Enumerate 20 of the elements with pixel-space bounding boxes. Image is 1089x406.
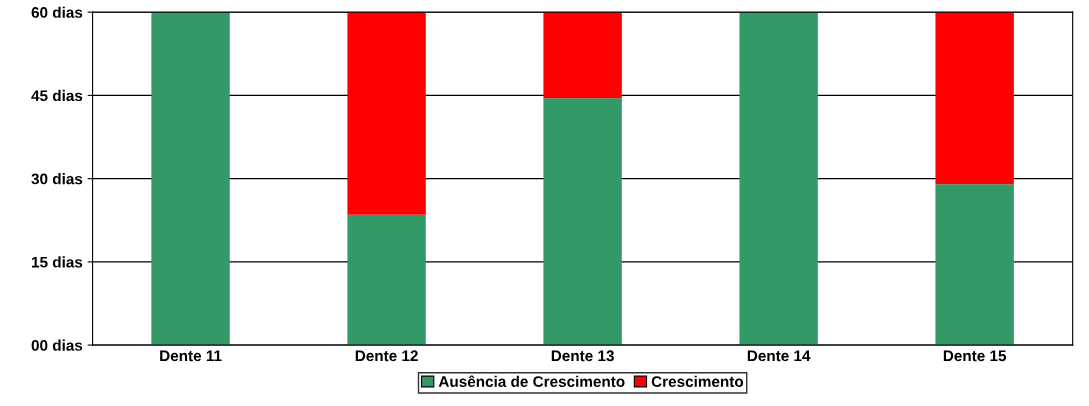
bar (543, 98, 622, 346)
y-tick-label: 00 dias (31, 339, 83, 351)
x-tick-label: Dente 12 (355, 350, 418, 362)
bar (935, 12, 1014, 185)
x-tick-label: Dente 13 (551, 350, 614, 362)
y-tick-label: 60 dias (31, 6, 83, 18)
bar (347, 12, 426, 215)
bar (739, 12, 818, 346)
bar (151, 12, 230, 346)
y-tick-label: 15 dias (32, 256, 83, 268)
x-tick-label: Dente 15 (943, 350, 1007, 362)
legend-label: Crescimento (651, 375, 744, 387)
x-tick-label: Dente 11 (160, 350, 222, 362)
bar (543, 12, 622, 99)
x-tick-label: Dente 14 (747, 350, 811, 362)
bar (935, 184, 1014, 346)
legend-label: Ausência de Crescimento (438, 375, 625, 387)
y-tick-label: 45 dias (31, 89, 83, 102)
y-tick-label: 30 dias (31, 173, 83, 185)
bar (347, 214, 426, 346)
